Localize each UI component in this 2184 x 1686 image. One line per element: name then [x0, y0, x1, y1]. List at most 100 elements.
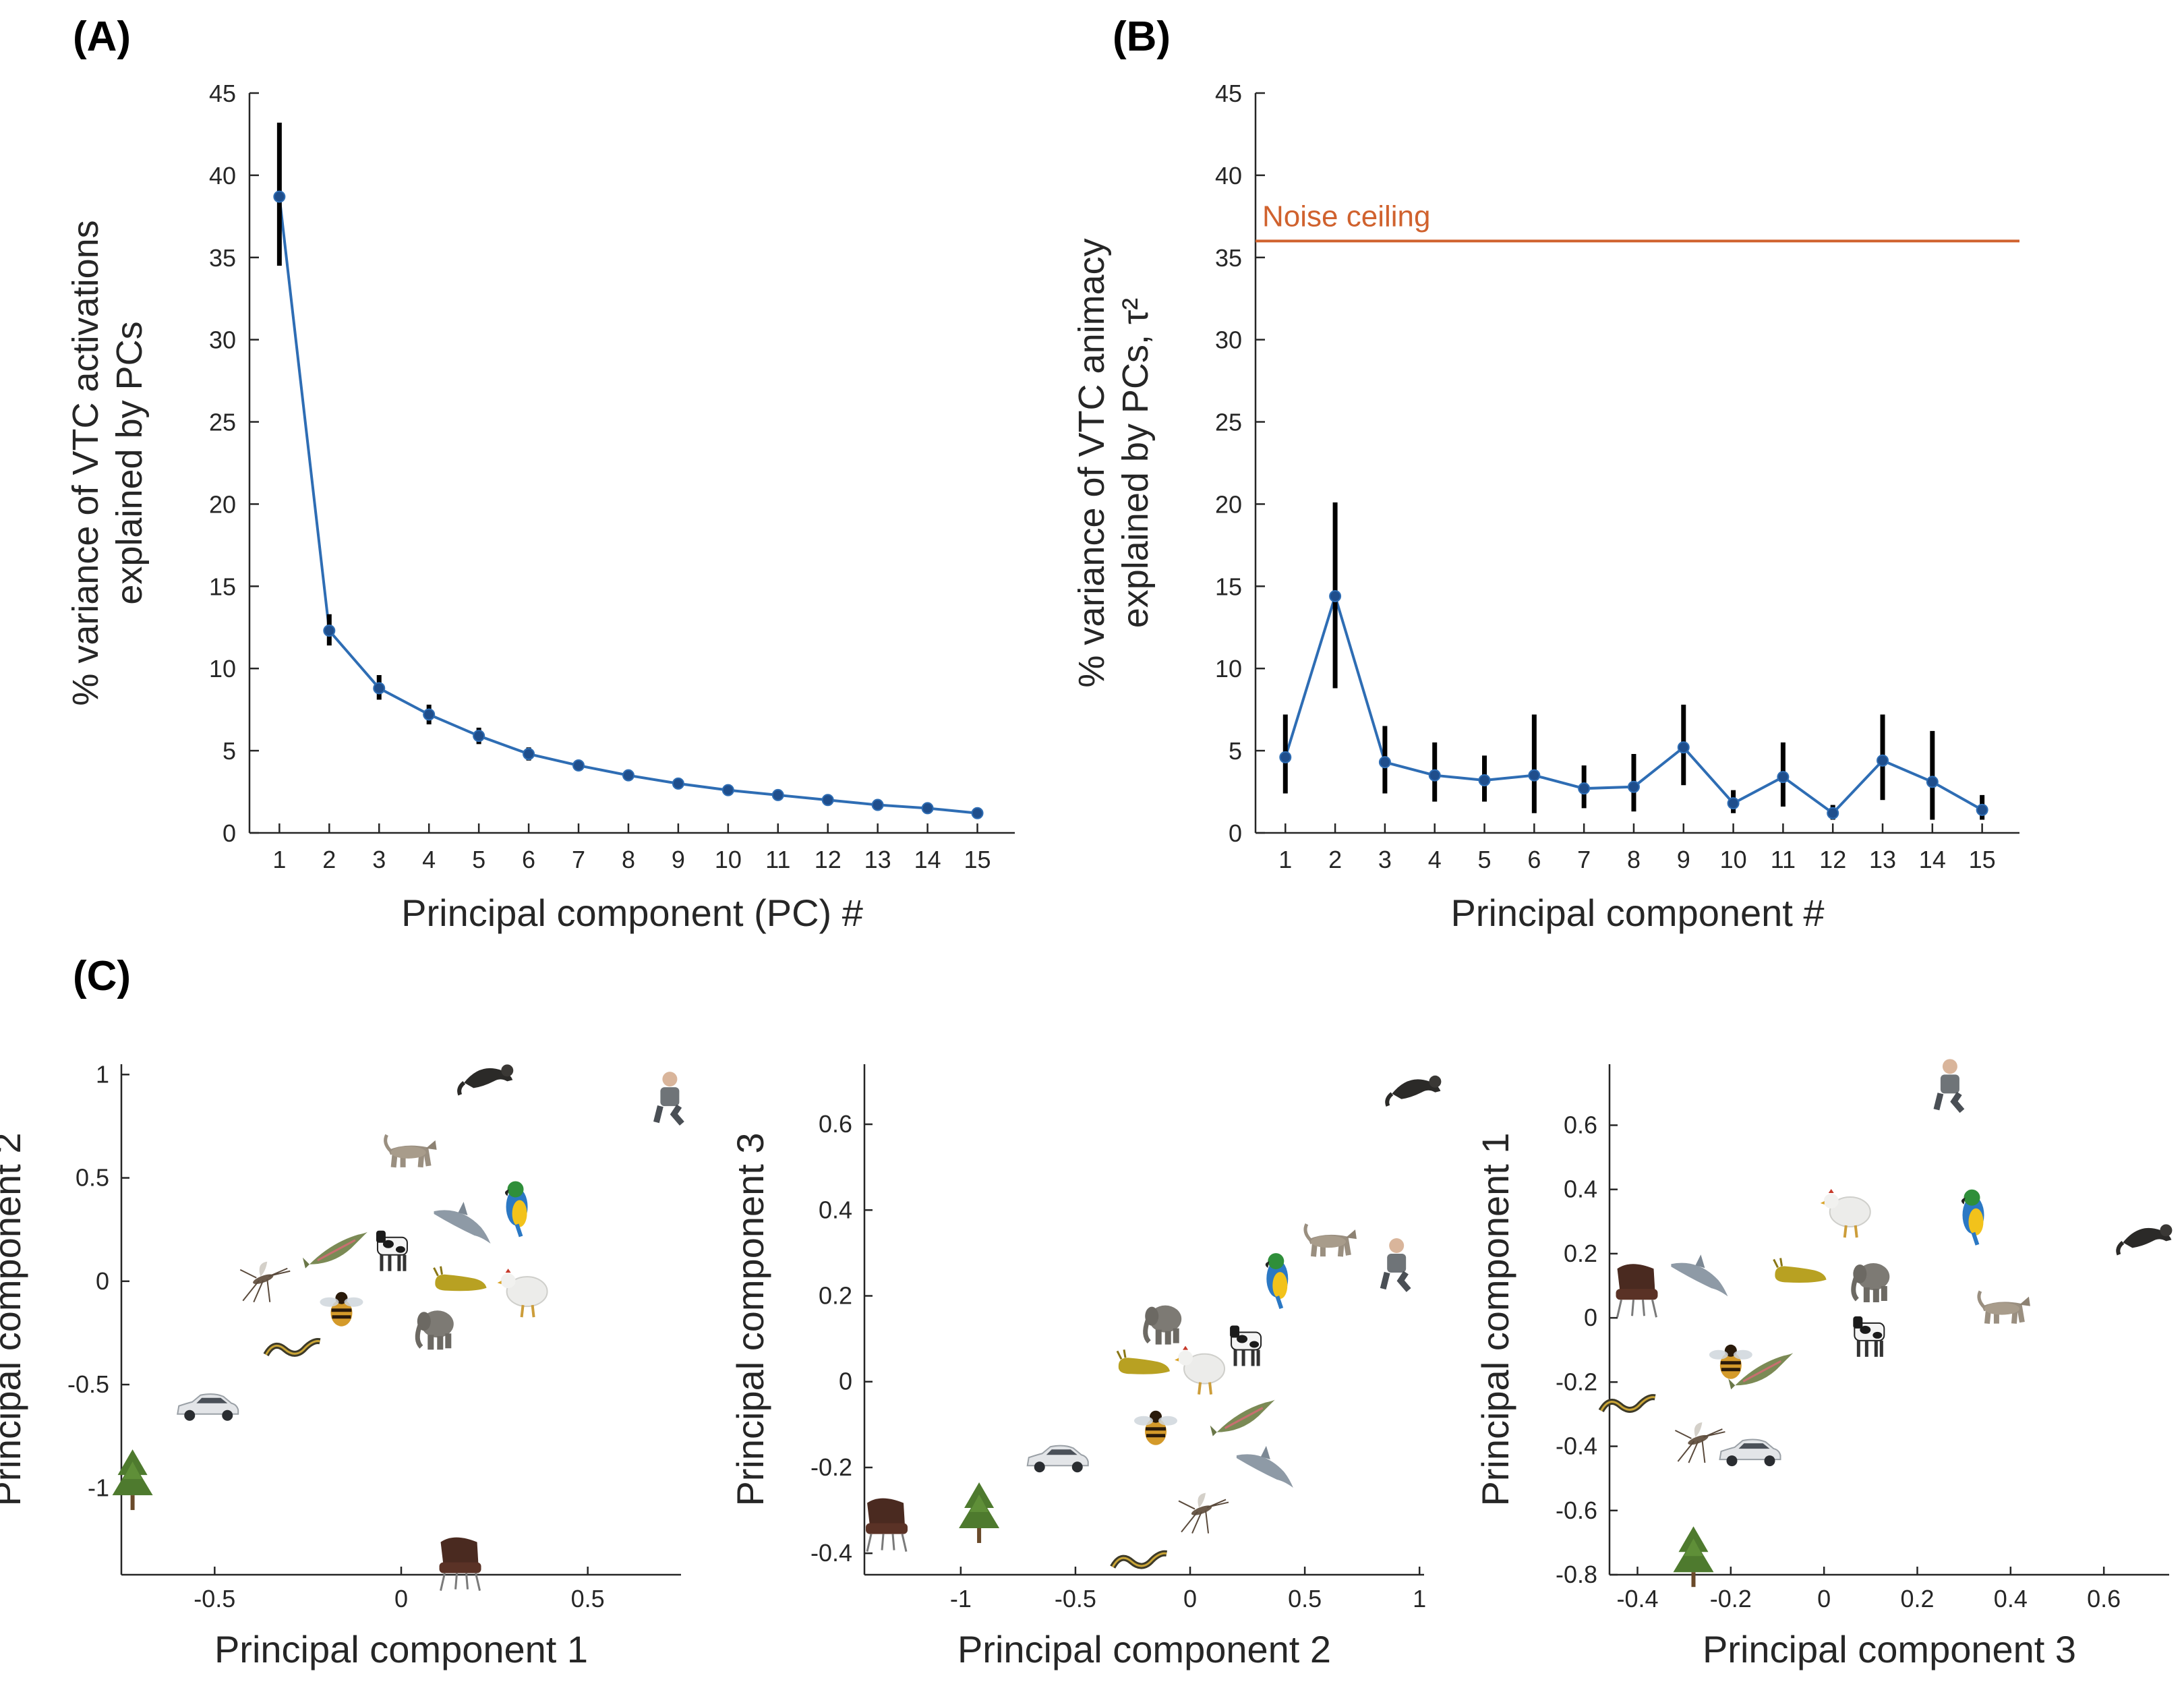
y-tick-label: -1	[88, 1474, 109, 1501]
y-tick-label: 35	[1215, 244, 1242, 272]
y-tick-label: 10	[1215, 655, 1242, 682]
x-axis-label: Principal component 3	[1703, 1628, 2076, 1670]
data-point	[1578, 782, 1591, 795]
y-tick-label: -0.8	[1556, 1561, 1597, 1588]
tree-icon	[1673, 1526, 1714, 1588]
x-tick-label: 12	[1819, 846, 1846, 873]
data-point	[1329, 589, 1342, 602]
y-tick-label: 45	[1215, 80, 1242, 107]
tree-icon	[112, 1449, 153, 1511]
x-tick-label: 4	[1428, 846, 1442, 873]
data-point	[871, 798, 884, 811]
x-tick-label: 2	[322, 846, 336, 873]
chart-c1: -1 -0.5 0 0.5 1 -0.5 0 0.5 Principal component 1…	[0, 1060, 684, 1670]
snake-icon	[1110, 1550, 1168, 1569]
y-tick-label: 0	[1229, 819, 1242, 847]
x-tick-label: 11	[1771, 846, 1796, 873]
cat-icon	[1977, 1290, 2030, 1324]
y-axis-label: Principal component 1	[1474, 1132, 1516, 1506]
x-tick-label: 5	[472, 846, 485, 873]
y-tick-label: 25	[209, 409, 236, 436]
y-tick-label: 0.4	[1564, 1175, 1597, 1203]
x-tick-label: 0	[1183, 1585, 1197, 1612]
x-tick-label: 3	[1378, 846, 1392, 873]
data-point	[1777, 771, 1790, 784]
tree-icon	[959, 1482, 1000, 1543]
y-tick-label: 0.6	[1564, 1111, 1597, 1138]
data-point	[721, 784, 734, 796]
y-tick-label: 30	[1215, 326, 1242, 354]
x-axis-label: Principal component 2	[957, 1628, 1331, 1670]
y-tick-label: 0	[96, 1267, 109, 1295]
x-tick-label: 10	[1720, 846, 1747, 873]
parrot-icon	[504, 1181, 528, 1238]
slug-icon	[1773, 1258, 1827, 1283]
data-point	[1378, 756, 1391, 769]
panel-label-c: (C)	[73, 953, 131, 999]
x-axis-label: Principal component 1	[214, 1628, 588, 1670]
human-icon	[653, 1072, 684, 1126]
cow-icon	[1230, 1325, 1262, 1366]
mosquito-icon	[1674, 1422, 1725, 1463]
chicken-icon	[1820, 1189, 1871, 1238]
x-tick-label: 14	[914, 846, 941, 873]
x-tick-label: 1	[1413, 1585, 1426, 1612]
data-point	[572, 759, 585, 772]
y-tick-label: -0.4	[810, 1539, 852, 1567]
x-tick-label: 0.6	[2087, 1585, 2121, 1612]
y-tick-label: 0.2	[819, 1282, 852, 1310]
y-tick-label: 0.6	[819, 1110, 852, 1138]
chair-icon	[866, 1498, 908, 1552]
data-point	[622, 769, 634, 782]
x-tick-label: 0	[394, 1585, 408, 1612]
data-point	[1926, 776, 1939, 788]
data-point	[1727, 797, 1740, 810]
data-point	[771, 788, 784, 801]
data-point	[423, 708, 436, 721]
data-point	[1478, 774, 1491, 786]
y-tick-label: -0.2	[1556, 1368, 1597, 1395]
x-tick-label: 15	[1969, 846, 1996, 873]
y-tick-label: 30	[209, 326, 236, 354]
dolphin-icon	[434, 1201, 491, 1244]
x-tick-label: 11	[765, 846, 790, 873]
fish-icon	[302, 1231, 367, 1269]
snake-icon	[1598, 1394, 1656, 1413]
data-point	[1827, 807, 1839, 819]
y-tick-label: 45	[209, 80, 236, 107]
data-point	[971, 807, 984, 819]
y-tick-label: 0.4	[819, 1196, 852, 1223]
data-point	[1428, 769, 1441, 782]
human-icon	[1380, 1238, 1411, 1292]
x-tick-label: 7	[1577, 846, 1591, 873]
data-point	[1627, 780, 1640, 793]
bee-icon	[320, 1291, 363, 1327]
bee-icon	[1134, 1410, 1178, 1445]
cat-icon	[1303, 1223, 1357, 1257]
data-point	[1877, 754, 1889, 767]
chart-c3: -0.8 -0.6 -0.4 -0.2 0 0.2 0.4 0.6 -0.4 -0.2 0 0.2 0.…	[1474, 1059, 2173, 1670]
x-tick-label: 14	[1919, 846, 1946, 873]
x-tick-label: 0.2	[1900, 1585, 1934, 1612]
slug-icon	[1116, 1349, 1170, 1374]
car-icon	[177, 1393, 239, 1421]
cow-icon	[376, 1230, 408, 1271]
x-tick-label: 5	[1478, 846, 1492, 873]
x-tick-label: 9	[1677, 846, 1690, 873]
chicken-icon	[1175, 1345, 1226, 1395]
x-tick-label: 0.4	[1994, 1585, 2028, 1612]
panel-label-b: (B)	[1113, 13, 1171, 60]
parrot-icon	[1961, 1189, 1984, 1246]
x-tick-label: -0.4	[1616, 1585, 1658, 1612]
data-point	[921, 802, 934, 815]
y-tick-label: 10	[209, 655, 236, 682]
y-tick-label: 0.2	[1564, 1240, 1597, 1267]
y-tick-label: 25	[1215, 409, 1242, 436]
panel-label-a: (A)	[73, 13, 131, 60]
y-tick-label: 0	[1584, 1304, 1597, 1331]
x-tick-label: 3	[372, 846, 386, 873]
y-tick-label: 0	[839, 1368, 852, 1395]
x-tick-label: -1	[950, 1585, 972, 1612]
